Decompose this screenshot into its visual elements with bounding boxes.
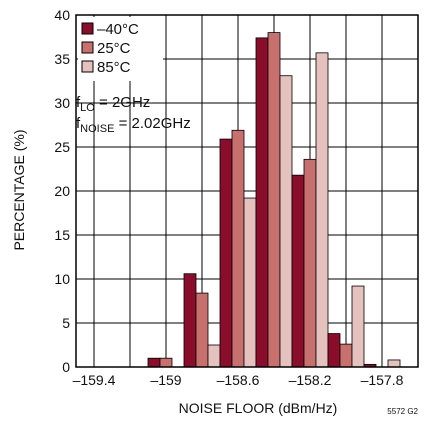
- bar: [183, 273, 197, 368]
- legend: –40°C 25°C 85°C: [78, 17, 163, 81]
- bar: [147, 357, 161, 368]
- y-axis-label: PERCENTAGE (%): [11, 129, 27, 250]
- bar: [159, 357, 173, 368]
- x-tick-label: –158.6: [217, 372, 260, 388]
- y-tick-label: 40: [54, 7, 70, 23]
- bar: [195, 292, 209, 368]
- y-tick-label: 10: [54, 271, 70, 287]
- bar: [219, 138, 233, 368]
- bar: [255, 37, 269, 368]
- annotation-block: fLO = 2GHz fNOISE = 2.02GHz: [76, 94, 191, 135]
- bar: [351, 285, 365, 368]
- annotation-fnoise: fNOISE = 2.02GHz: [76, 115, 191, 135]
- x-tick-label: –157.8: [361, 372, 404, 388]
- y-tick-label: 35: [54, 51, 70, 67]
- bar: [207, 344, 221, 368]
- legend-swatch: [81, 22, 94, 35]
- bar: [231, 129, 245, 368]
- legend-label: –40°C: [97, 21, 139, 38]
- legend-label: 85°C: [97, 59, 131, 76]
- legend-swatch: [81, 41, 94, 54]
- bar: [303, 158, 317, 368]
- y-tick-label: 20: [54, 183, 70, 199]
- y-tick-label: 15: [54, 227, 70, 243]
- y-tick-label: 25: [54, 139, 70, 155]
- x-axis-label: NOISE FLOOR (dBm/Hz): [179, 400, 338, 416]
- bar: [315, 52, 329, 368]
- x-tick-label: –158.2: [289, 372, 332, 388]
- y-tick-label: 5: [62, 315, 70, 331]
- bar: [291, 174, 305, 368]
- tick-labels: –159.4 –159 –158.6 –158.2 –157.8 0 5 10 15 20 25 30…: [54, 7, 403, 388]
- bar: [339, 343, 353, 368]
- plot-frame: [75, 14, 419, 368]
- bar: [327, 333, 341, 368]
- annotation-flo: fLO = 2GHz: [76, 94, 150, 114]
- legend-swatch: [81, 60, 94, 73]
- bar: [267, 32, 281, 368]
- figure-id: 5572 G2: [387, 407, 418, 416]
- bar: [243, 197, 257, 368]
- legend-label: 25°C: [97, 40, 131, 57]
- x-tick-label: –159.4: [73, 372, 116, 388]
- bars: [147, 32, 401, 368]
- x-tick-label: –159: [150, 372, 181, 388]
- bar: [279, 75, 293, 368]
- y-tick-label: 0: [62, 359, 70, 375]
- y-tick-label: 30: [54, 95, 70, 111]
- bar: [387, 359, 401, 368]
